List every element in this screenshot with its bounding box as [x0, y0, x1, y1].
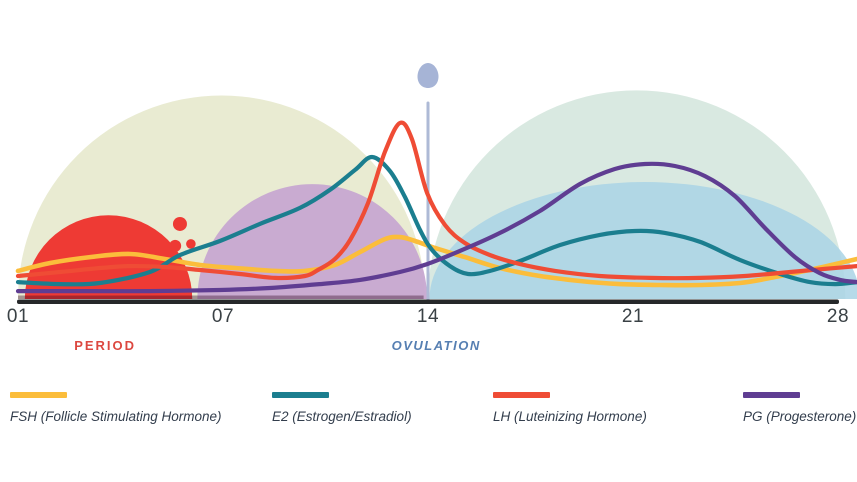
legend-label-lh: LH (Luteinizing Hormone)	[493, 409, 647, 424]
period-label: PERIOD	[74, 338, 137, 353]
x-axis	[17, 299, 839, 304]
baseline-shadow	[18, 295, 424, 299]
fsh-curve	[15, 234, 857, 288]
legend-label-e2: E2 (Estrogen/Estradiol)	[272, 409, 412, 424]
legend-item-e2: E2 (Estrogen/Estradiol)	[272, 392, 412, 424]
x-tick-label-14: 14	[416, 306, 440, 327]
lh-curve	[15, 120, 857, 281]
legend-swatch-e2	[272, 392, 329, 398]
legend-item-pg: PG (Progesterone)	[743, 392, 856, 424]
period-droplet	[172, 216, 187, 231]
x-tick-label-28: 28	[826, 306, 850, 327]
e2-curve	[15, 154, 857, 287]
legend-swatch-fsh	[10, 392, 67, 398]
ovulation-label: OVULATION	[391, 338, 481, 353]
ovum-icon	[417, 63, 439, 88]
legend-item-fsh: FSH (Follicle Stimulating Hormone)	[10, 392, 222, 424]
period-droplet	[169, 239, 182, 252]
legend-swatch-lh	[493, 392, 550, 398]
legend-label-fsh: FSH (Follicle Stimulating Hormone)	[10, 409, 222, 424]
x-tick-label-07: 07	[211, 306, 235, 327]
x-tick-label-21: 21	[621, 306, 645, 327]
legend-item-lh: LH (Luteinizing Hormone)	[493, 392, 647, 424]
period-droplet	[186, 239, 196, 249]
legend-label-pg: PG (Progesterone)	[743, 409, 857, 424]
x-tick-label-01: 01	[6, 306, 30, 327]
pg-curve	[15, 161, 857, 294]
legend-swatch-pg	[743, 392, 800, 398]
